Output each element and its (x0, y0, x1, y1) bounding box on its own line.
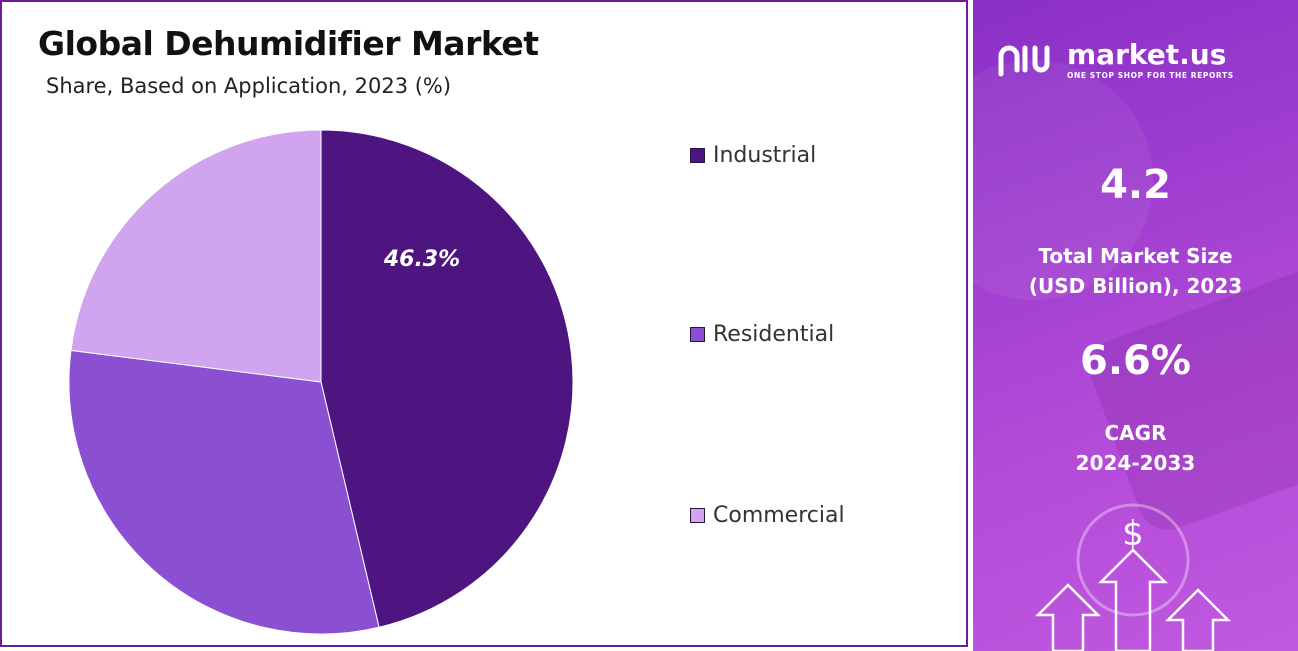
brand-logo: market.us ONE STOP SHOP FOR THE REPORTS (997, 40, 1234, 80)
info-sidebar: $ market.us ONE STOP SHOP FOR THE REPORT… (973, 0, 1298, 651)
chart-title: Global Dehumidifier Market (38, 24, 539, 63)
pie-chart: 46.3% (68, 129, 574, 635)
market-size-label-line2: (USD Billion), 2023 (1028, 274, 1243, 298)
up-arrow-icon (1034, 548, 1232, 651)
svg-text:$: $ (1122, 514, 1144, 554)
chart-legend: Industrial Residential Commercial (690, 2, 950, 642)
pie-slice-industrial (320, 129, 574, 628)
market-size-label-line1: Total Market Size (1038, 244, 1233, 268)
dollar-icon: $ (1122, 514, 1144, 554)
cagr-label-line1: CAGR (1104, 421, 1167, 445)
brand-name: market.us (1067, 37, 1227, 71)
background-decoration: $ (1034, 503, 1232, 651)
legend-label-commercial: Commercial (713, 503, 845, 528)
chart-panel: Global Dehumidifier Market Share, Based … (0, 0, 968, 647)
legend-swatch-residential (690, 327, 705, 342)
pie-slice-commercial (70, 129, 322, 383)
legend-item-industrial: Industrial (690, 143, 816, 168)
legend-item-commercial: Commercial (690, 503, 845, 528)
legend-swatch-commercial (690, 508, 705, 523)
pie-slice-residential (68, 349, 380, 635)
market-size-value: 4.2 (1100, 162, 1171, 208)
legend-label-residential: Residential (713, 322, 835, 347)
legend-swatch-industrial (690, 148, 705, 163)
legend-item-residential: Residential (690, 322, 834, 347)
legend-label-industrial: Industrial (713, 143, 817, 168)
cagr-value: 6.6% (1080, 338, 1191, 384)
chart-subtitle: Share, Based on Application, 2023 (%) (46, 74, 452, 98)
logo-mark-icon (998, 45, 1050, 77)
slice-label-industrial: 46.3% (383, 247, 460, 272)
brand-tagline: ONE STOP SHOP FOR THE REPORTS (1067, 70, 1234, 80)
cagr-label-line2: 2024-2033 (1075, 451, 1196, 475)
